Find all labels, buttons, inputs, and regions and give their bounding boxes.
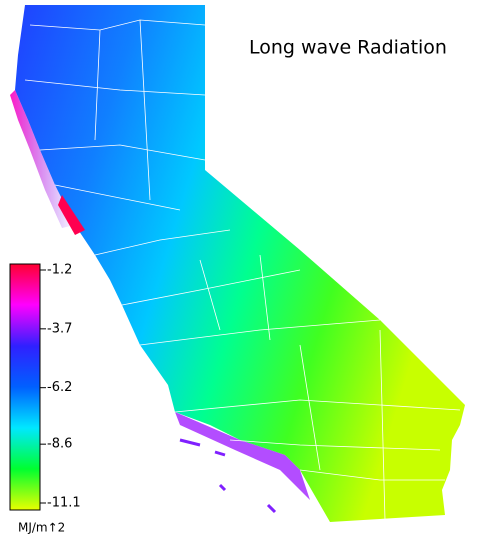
colorbar-unit: MJ/m↑2	[18, 521, 65, 535]
south-coast	[175, 412, 310, 500]
county-lines	[24, 19, 461, 521]
colorbar-tick-label: -1.2	[47, 263, 72, 278]
state-shape	[15, 5, 465, 522]
colorbar-tick-label: -11.1	[47, 496, 81, 511]
colorbar-tick-label: -3.7	[47, 321, 72, 336]
colorbar-tick-label: -6.2	[47, 380, 72, 395]
islands	[179, 438, 277, 514]
bay-hotspot	[58, 195, 85, 235]
colorbar-ramp	[9, 263, 41, 511]
map-title: Long wave Radiation	[249, 37, 447, 59]
colorbar-tick-label: -8.6	[47, 437, 72, 452]
california	[10, 5, 465, 522]
coast-band	[10, 90, 75, 228]
colorbar: -1.2 -3.7 -6.2 -8.6 -11.1	[9, 263, 81, 511]
